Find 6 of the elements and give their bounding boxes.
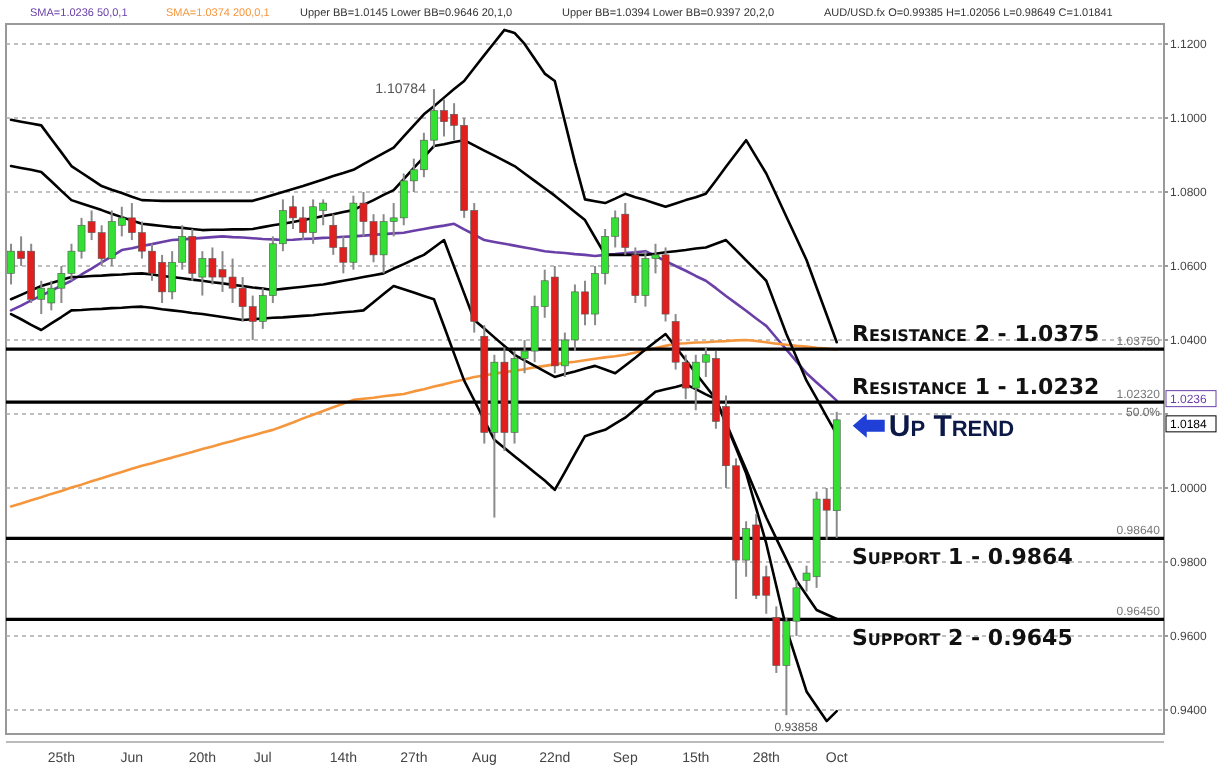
ref-line-label: Resistance 1 - 1.0232: [852, 374, 1100, 401]
ref-line-label: Support 1 - 0.9864: [852, 544, 1074, 571]
ref-line-label: Support 2 - 0.9645: [852, 625, 1073, 652]
ref-line-label: Resistance 2 - 1.0375: [852, 321, 1100, 348]
line-series: [9, 28, 839, 344]
annotation: Up Trend: [888, 409, 1015, 444]
